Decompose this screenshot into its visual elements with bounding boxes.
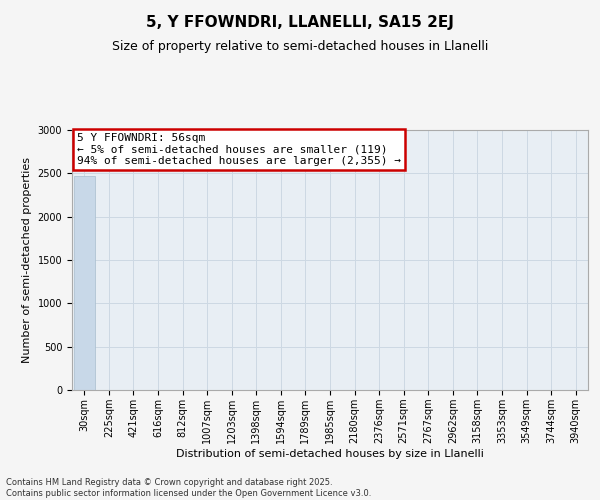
Y-axis label: Number of semi-detached properties: Number of semi-detached properties bbox=[22, 157, 32, 363]
X-axis label: Distribution of semi-detached houses by size in Llanelli: Distribution of semi-detached houses by … bbox=[176, 449, 484, 459]
Bar bbox=[74, 176, 95, 390]
Text: Size of property relative to semi-detached houses in Llanelli: Size of property relative to semi-detach… bbox=[112, 40, 488, 53]
Text: Contains HM Land Registry data © Crown copyright and database right 2025.
Contai: Contains HM Land Registry data © Crown c… bbox=[6, 478, 371, 498]
Text: 5, Y FFOWNDRI, LLANELLI, SA15 2EJ: 5, Y FFOWNDRI, LLANELLI, SA15 2EJ bbox=[146, 15, 454, 30]
Text: 5 Y FFOWNDRI: 56sqm
← 5% of semi-detached houses are smaller (119)
94% of semi-d: 5 Y FFOWNDRI: 56sqm ← 5% of semi-detache… bbox=[77, 132, 401, 166]
